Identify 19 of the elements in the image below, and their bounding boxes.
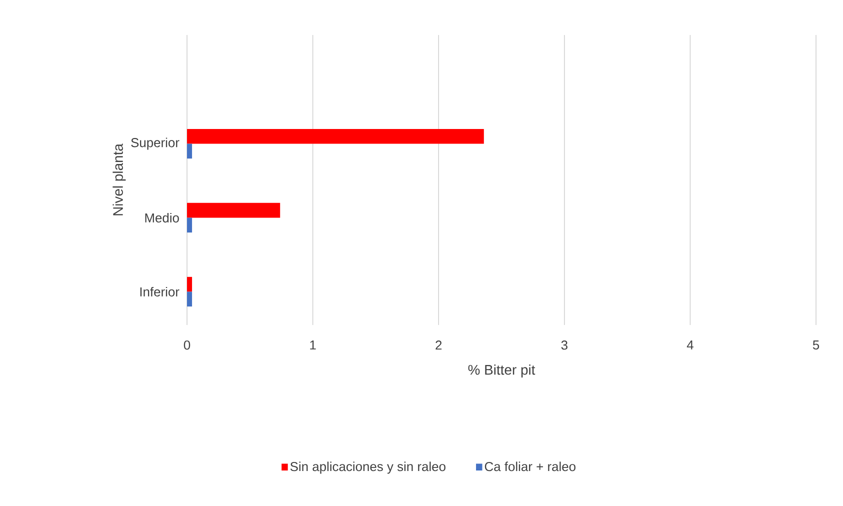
bar (187, 276, 192, 292)
y-tick-label: Superior (131, 138, 180, 150)
legend-label: Ca foliar + raleo (484, 462, 576, 472)
x-tick-label: 1 (310, 340, 316, 350)
x-tick-label: 4 (686, 340, 694, 350)
y-tick-label: Inferior (140, 286, 180, 296)
legend-label: Sin aplicaciones y sin raleo (290, 462, 446, 474)
y-tick-label: Medio (145, 212, 179, 222)
bar (187, 292, 192, 306)
x-tick-label: 5 (812, 340, 820, 350)
x-tick-label: 3 (561, 340, 568, 350)
x-tick-label: 0 (184, 340, 190, 350)
y-axis-title: Nivel planta (112, 144, 126, 216)
x-tick-label: 2 (436, 340, 442, 350)
x-axis-title: % Bitter pit (468, 364, 536, 378)
bar (187, 128, 484, 144)
bar (187, 218, 192, 233)
bar (187, 144, 192, 159)
bar (187, 202, 280, 218)
